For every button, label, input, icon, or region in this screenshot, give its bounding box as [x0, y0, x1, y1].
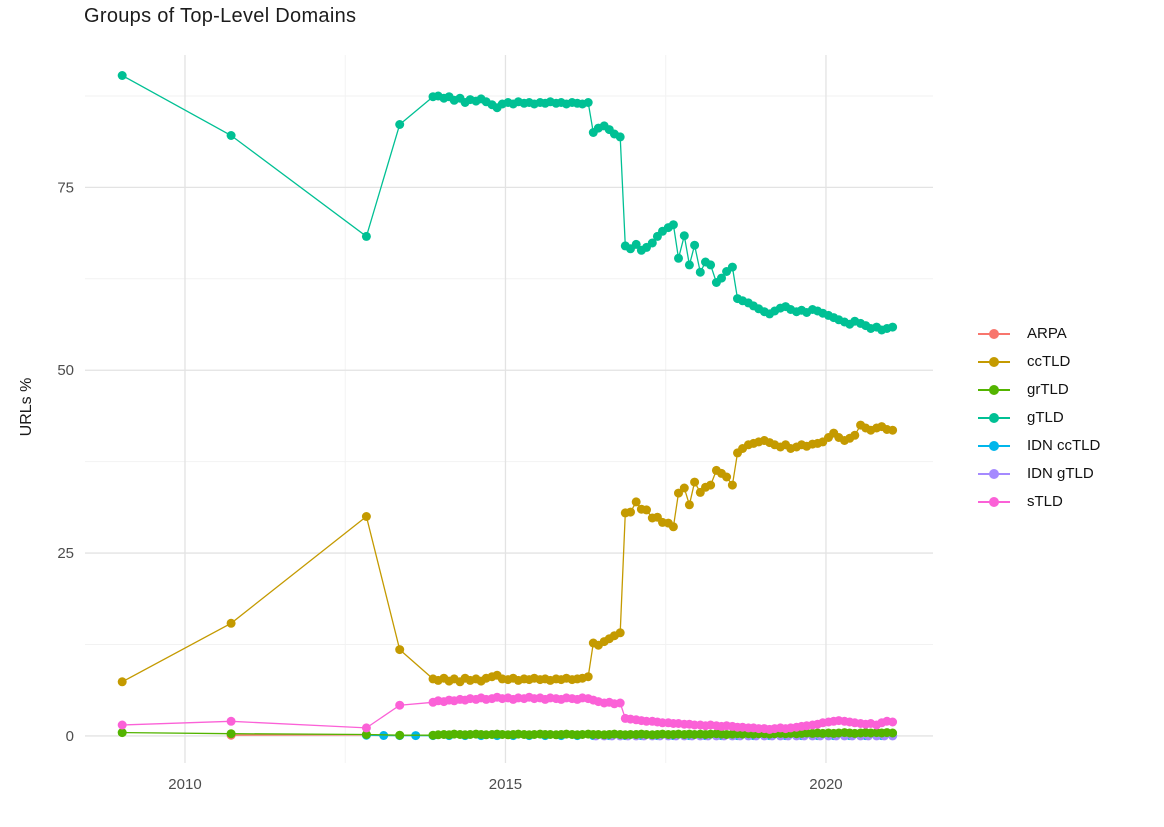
legend-item-gTLD: gTLD — [978, 407, 1100, 428]
point-grTLD — [226, 729, 236, 739]
point-ccTLD — [706, 480, 716, 490]
point-gTLD — [117, 71, 127, 80]
point-gTLD — [226, 131, 236, 140]
point-gTLD — [615, 132, 625, 142]
legend-item-ARPA: ARPA — [978, 323, 1100, 344]
legend-item-ccTLD: ccTLD — [978, 351, 1100, 372]
legend: ARPA ccTLD grTLD gTLD IDN ccTLD IDN gTLD sTLD — [978, 323, 1100, 512]
legend-key-icon — [978, 411, 1010, 425]
legend-key-dot — [989, 384, 999, 395]
legend-item-IDN ccTLD: IDN ccTLD — [978, 435, 1100, 456]
point-gTLD — [361, 231, 371, 241]
point-ccTLD — [850, 430, 860, 440]
legend-key-dot — [989, 412, 999, 423]
point-sTLD — [615, 698, 625, 708]
y-axis-title: URLs % — [18, 377, 35, 437]
point-ccTLD — [679, 483, 689, 493]
x-tick-label: 2010 — [168, 776, 201, 793]
point-sTLD — [117, 720, 127, 730]
legend-label: IDN ccTLD — [1027, 437, 1101, 454]
legend-key-icon — [978, 383, 1010, 397]
legend-item-IDN gTLD: IDN gTLD — [978, 463, 1100, 484]
point-ccTLD — [674, 488, 683, 498]
point-ccTLD — [631, 497, 641, 507]
point-ccTLD — [727, 480, 737, 490]
legend-key-icon — [978, 439, 1010, 453]
point-gTLD — [695, 267, 705, 277]
legend-key-icon — [978, 495, 1010, 509]
legend-key-icon — [978, 355, 1010, 369]
point-ccTLD — [888, 425, 898, 435]
point-ccTLD — [117, 677, 127, 687]
point-ccTLD — [583, 672, 593, 682]
legend-label: grTLD — [1027, 381, 1069, 398]
legend-label: ccTLD — [1027, 353, 1071, 370]
point-gTLD — [631, 239, 641, 249]
point-gTLD — [583, 98, 593, 107]
point-sTLD — [888, 717, 898, 727]
legend-label: IDN gTLD — [1027, 465, 1094, 482]
legend-key-icon — [978, 467, 1010, 481]
point-gTLD — [668, 220, 678, 230]
legend-item-grTLD: grTLD — [978, 379, 1100, 400]
point-ccTLD — [642, 505, 651, 515]
y-tick-label: 75 — [57, 179, 74, 196]
series-line-gTLD — [121, 74, 893, 331]
point-sTLD — [226, 716, 236, 726]
point-sTLD — [395, 700, 405, 710]
legend-label: sTLD — [1027, 493, 1063, 510]
chart-title: Groups of Top-Level Domains — [84, 5, 357, 27]
point-grTLD — [888, 728, 898, 738]
point-gTLD — [395, 120, 405, 129]
point-ccTLD — [626, 507, 635, 517]
legend-item-sTLD: sTLD — [978, 491, 1100, 512]
y-tick-label: 0 — [66, 728, 74, 745]
point-ccTLD — [684, 500, 694, 510]
point-ccTLD — [690, 477, 700, 487]
point-sTLD — [361, 723, 371, 733]
point-gTLD — [679, 231, 689, 241]
point-ccTLD — [668, 522, 678, 532]
point-gTLD — [717, 273, 726, 283]
point-ccTLD — [361, 512, 371, 521]
point-gTLD — [684, 260, 694, 270]
legend-label: ARPA — [1027, 325, 1067, 342]
point-ccTLD — [722, 472, 732, 482]
point-gTLD — [727, 262, 737, 272]
point-gTLD — [647, 238, 657, 248]
point-gTLD — [706, 260, 716, 270]
legend-key-dot — [989, 440, 999, 451]
point-grTLD — [395, 730, 405, 740]
legend-key-dot — [989, 496, 999, 507]
legend-key-dot — [989, 468, 999, 479]
point-gTLD — [690, 240, 700, 250]
y-tick-label: 25 — [57, 545, 74, 562]
point-gTLD — [888, 322, 898, 332]
x-tick-label: 2015 — [489, 776, 522, 793]
point-gTLD — [674, 253, 683, 263]
point-grTLD — [117, 728, 127, 738]
y-tick-label: 50 — [57, 362, 74, 379]
legend-key-icon — [978, 327, 1010, 341]
x-tick-label: 2020 — [809, 776, 842, 793]
legend-key-dot — [989, 356, 999, 367]
legend-key-dot — [989, 328, 999, 339]
point-ccTLD — [395, 645, 405, 655]
legend-label: gTLD — [1027, 409, 1064, 426]
point-grTLD — [361, 730, 371, 739]
point-ccTLD — [226, 618, 236, 628]
point-ccTLD — [615, 628, 625, 638]
